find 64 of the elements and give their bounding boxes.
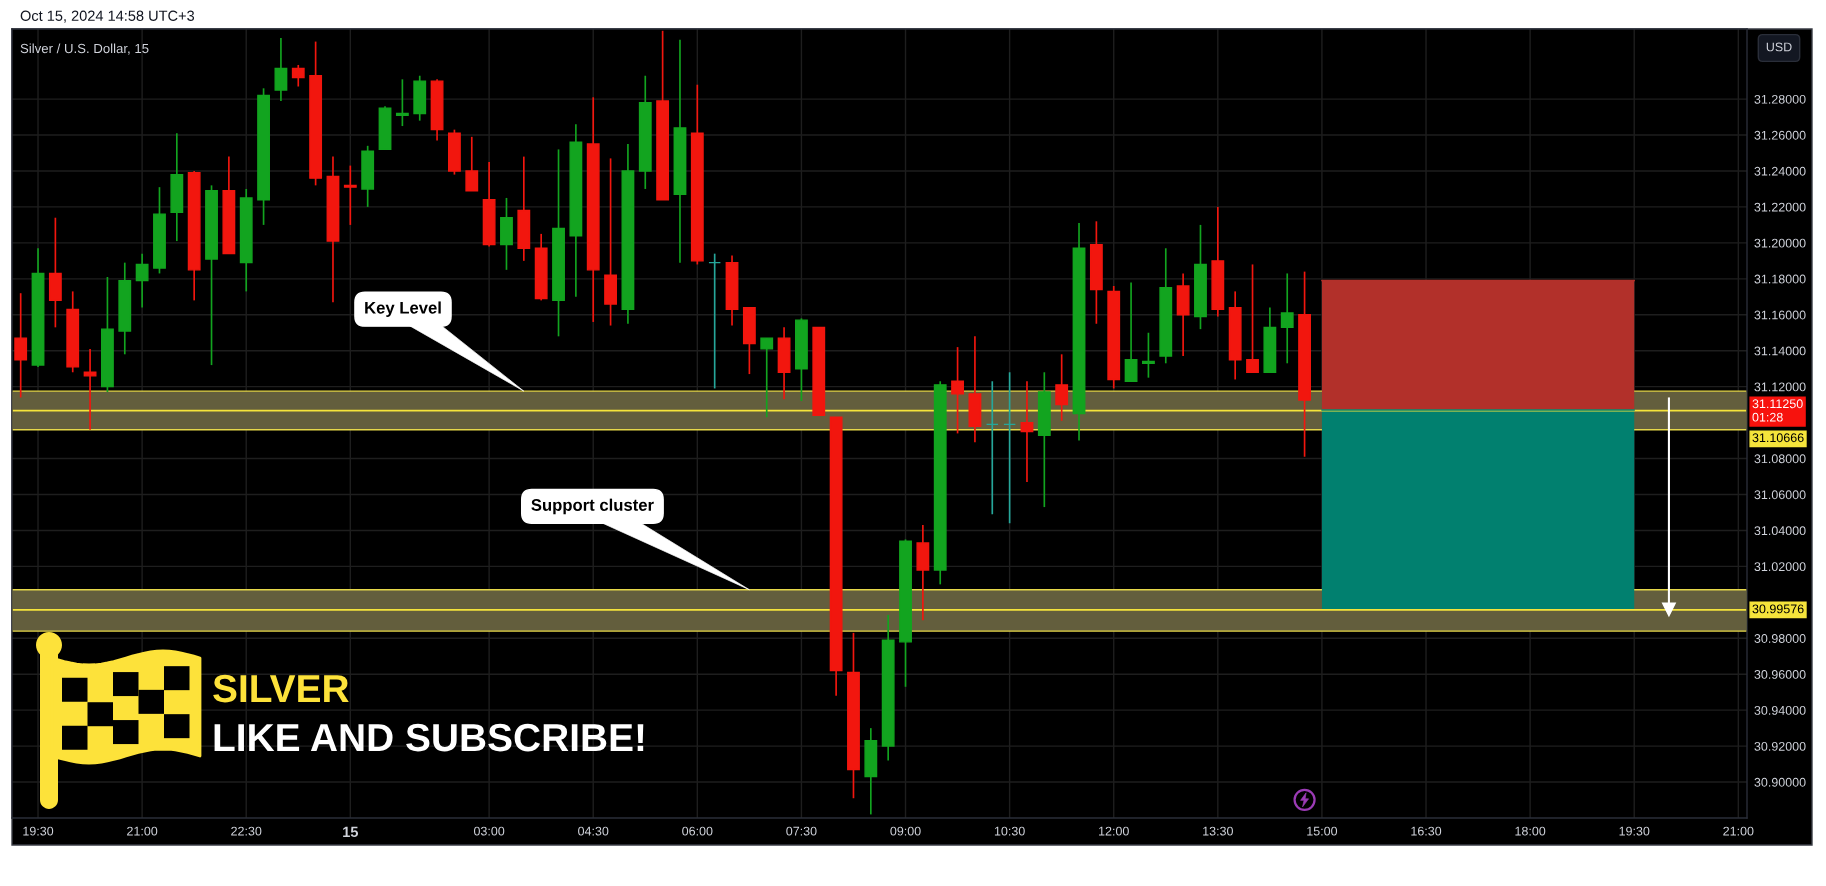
x-tick-label: 16:30: [1411, 826, 1442, 836]
y-tick-label: 31.24000: [1754, 166, 1806, 176]
x-tick-label: 19:30: [1619, 826, 1650, 836]
candlestick: [14, 292, 28, 399]
y-tick-label: 31.04000: [1754, 526, 1806, 536]
candlestick: [274, 37, 288, 102]
candlestick: [135, 252, 149, 309]
text: 31.11250 01:28: [1752, 399, 1803, 422]
candlestick: [985, 380, 999, 516]
y-tick-label: 30.90000: [1754, 777, 1806, 787]
y-tick-label: 31.02000: [1754, 562, 1806, 572]
annotation: Support cluster: [531, 498, 654, 515]
y-tick-label: 31.26000: [1754, 130, 1806, 140]
candlestick: [1246, 263, 1259, 374]
annotation: SILVER: [213, 674, 349, 703]
candlestick: [465, 136, 479, 192]
x-tick-label: 09:00: [890, 826, 921, 836]
x-tick-label: 22:30: [231, 826, 262, 836]
candlestick: [83, 348, 97, 431]
candlestick: [760, 337, 774, 419]
candlestick: [343, 164, 357, 226]
x-tick-label: 21:00: [127, 826, 158, 836]
x-tick-label: 12:00: [1099, 826, 1129, 836]
y-tick-label: 31.06000: [1754, 490, 1806, 500]
y-tick-label: 30.96000: [1754, 670, 1806, 679]
candlestick: [1055, 353, 1069, 422]
candlestick: [395, 78, 409, 127]
candlestick: [291, 64, 305, 88]
y-tick-label: 30.94000: [1754, 705, 1806, 715]
x-tick-label: 19:30: [23, 826, 54, 836]
x-tick-label: 06:00: [682, 826, 713, 836]
x-tick-label: 15:00: [1307, 826, 1338, 836]
candlestick: [1020, 380, 1034, 483]
y-tick-label: 31.18000: [1754, 274, 1806, 284]
candlestick: [1124, 281, 1138, 383]
candlestick: [951, 346, 964, 435]
x-tick-label: 15: [343, 826, 359, 838]
x-tick-label: 13:30: [1203, 826, 1233, 836]
text: Oct 15, 2024 14:58 UTC+3: [20, 10, 195, 23]
y-tick-label: 30.98000: [1754, 634, 1806, 643]
y-tick-label: 31.28000: [1754, 94, 1806, 104]
x-tick-label: 21:00: [1723, 826, 1754, 836]
y-tick-label: 31.22000: [1754, 202, 1806, 212]
y-tick-label: 31.16000: [1754, 310, 1806, 320]
candlestick: [1003, 371, 1017, 525]
annotation: LIKE AND SUBSCRIBE!: [214, 723, 644, 752]
y-tick-label: 31.14000: [1754, 346, 1806, 356]
x-tick-label: 18:00: [1515, 826, 1546, 836]
x-tick-label: 04:30: [578, 826, 609, 836]
x-tick-label: 10:30: [994, 826, 1025, 836]
annotation: Key Level: [365, 301, 441, 317]
y-tick-label: 31.20000: [1754, 238, 1806, 248]
y-tick-label: 30.92000: [1754, 741, 1806, 751]
candlestick: [1280, 272, 1294, 365]
y-tick-label: 31.12000: [1754, 382, 1806, 392]
candlestick: [708, 252, 722, 390]
ref-line-label: 31.10666: [1752, 433, 1804, 443]
ref-line-label: 30.99576: [1752, 604, 1804, 614]
y-tick-label: 31.08000: [1754, 454, 1806, 464]
candlestick: [1142, 331, 1155, 379]
text: Silver / U.S. Dollar, 15: [20, 43, 149, 55]
y-axis-title: USD: [1766, 42, 1792, 52]
x-tick-label: 03:00: [473, 826, 505, 836]
x-tick-label: 07:30: [786, 826, 817, 836]
